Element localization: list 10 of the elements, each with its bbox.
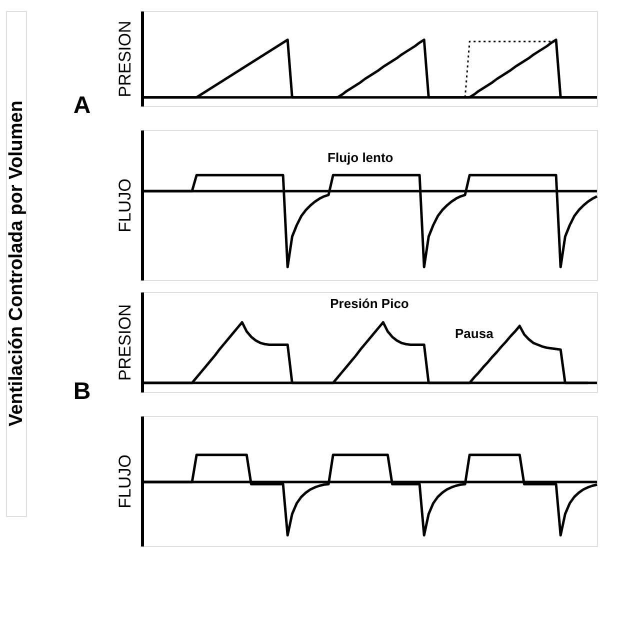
- text: Flujo lento: [328, 150, 394, 165]
- text: A: [73, 92, 91, 119]
- annotation: Pausa: [454, 326, 494, 341]
- text: B: [73, 378, 91, 405]
- y-axis-title: PRESION: [116, 20, 134, 98]
- text: Ventilación Controlada por Volumen: [6, 100, 27, 426]
- y-axis-title: FLUJO: [116, 178, 134, 232]
- text: Presión Pico: [330, 296, 409, 311]
- y-axis-title: PRESION: [116, 304, 134, 381]
- y-axis-title: FLUJO: [116, 454, 134, 508]
